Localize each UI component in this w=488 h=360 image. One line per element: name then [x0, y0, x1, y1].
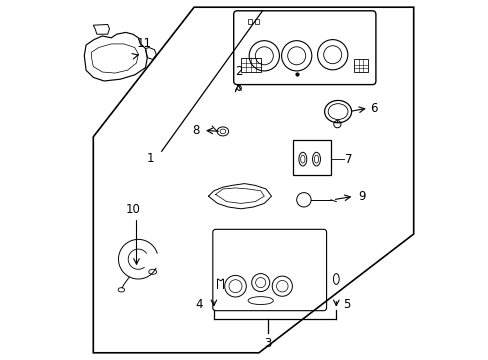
Text: 10: 10 — [125, 203, 140, 216]
Text: 9: 9 — [357, 190, 365, 203]
Bar — [241, 58, 260, 72]
Bar — [354, 59, 367, 72]
Bar — [254, 19, 258, 24]
Text: 3: 3 — [264, 337, 271, 350]
Text: 1: 1 — [147, 152, 154, 165]
Bar — [292, 140, 330, 175]
Text: 2: 2 — [234, 66, 242, 78]
Text: 5: 5 — [343, 298, 350, 311]
Text: 11: 11 — [136, 37, 151, 50]
Text: 7: 7 — [344, 153, 351, 166]
Text: 6: 6 — [369, 102, 377, 114]
Bar — [247, 19, 252, 24]
Text: 8: 8 — [192, 124, 199, 137]
Text: 4: 4 — [195, 298, 203, 311]
